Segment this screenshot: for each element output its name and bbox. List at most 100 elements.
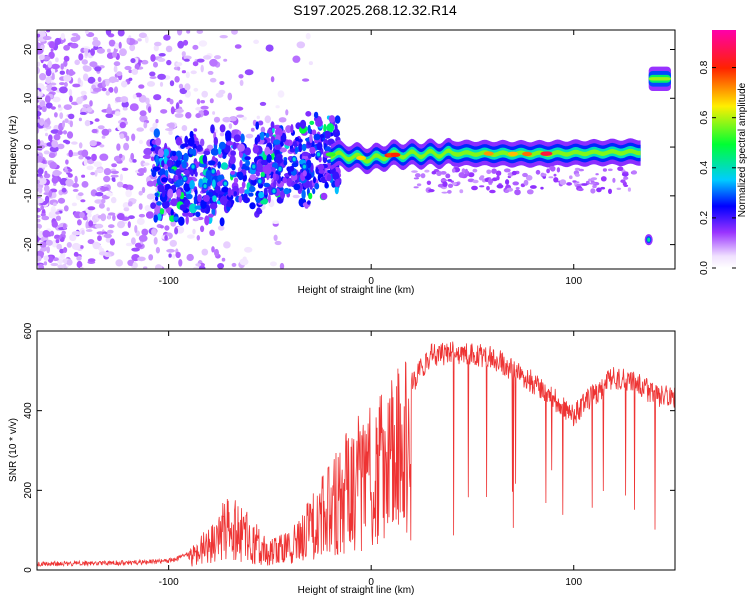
- noise-blob: [200, 138, 205, 147]
- cloud-blob: [226, 200, 232, 208]
- noise-blob: [138, 213, 145, 218]
- noise-blob: [89, 140, 97, 147]
- feature-low-spot: [647, 237, 651, 242]
- noise-blob: [177, 40, 185, 49]
- halo-blob: [577, 187, 584, 192]
- noise-blob: [138, 190, 143, 196]
- noise-blob: [78, 117, 82, 122]
- halo-blob: [491, 168, 497, 174]
- noise-blob: [57, 258, 64, 265]
- noise-blob: [84, 30, 89, 35]
- halo-blob: [440, 179, 448, 182]
- halo-blob: [600, 176, 607, 182]
- noise-blob: [62, 130, 68, 135]
- cloud-blob: [309, 146, 316, 154]
- noise-blob: [136, 218, 145, 225]
- noise-blob: [269, 261, 277, 267]
- cloud-blob: [163, 155, 168, 165]
- noise-blob: [285, 109, 289, 116]
- cloud-blob: [159, 208, 165, 215]
- cloud-blob: [324, 181, 329, 189]
- halo-blob: [631, 170, 637, 175]
- halo-blob: [590, 188, 596, 194]
- noise-blob: [292, 55, 301, 63]
- colorbar-label: Normalized spectral amplitude: [737, 82, 748, 217]
- halo-blob: [496, 175, 500, 181]
- snr-marks: [37, 341, 675, 567]
- cloud-blob: [230, 150, 237, 157]
- hot-spot: [508, 151, 518, 156]
- hot-spot: [356, 155, 367, 161]
- noise-blob: [60, 63, 64, 70]
- noise-blob: [201, 90, 208, 98]
- cloud-blob: [184, 135, 189, 145]
- cloud-blob: [248, 185, 256, 193]
- noise-blob: [94, 199, 103, 204]
- noise-blob: [169, 98, 174, 105]
- noise-blob: [128, 215, 135, 220]
- noise-blob: [37, 207, 41, 213]
- noise-blob: [108, 224, 115, 229]
- cloud-blob: [151, 169, 157, 177]
- noise-blob: [87, 239, 95, 245]
- noise-blob: [78, 53, 84, 61]
- cloud-blob: [208, 160, 216, 166]
- cloud-blob: [194, 189, 198, 196]
- cloud-blob: [207, 178, 212, 187]
- noise-blob: [165, 128, 174, 131]
- cloud-blob: [256, 207, 262, 215]
- noise-blob: [159, 225, 164, 229]
- noise-blob: [151, 229, 157, 237]
- y-tick-label: 0: [23, 567, 34, 573]
- halo-blob: [489, 189, 496, 194]
- noise-blob: [183, 55, 192, 60]
- noise-blob: [115, 259, 123, 267]
- noise-blob: [101, 135, 106, 139]
- noise-blob: [111, 163, 117, 168]
- noise-blob: [37, 110, 42, 117]
- noise-blob: [101, 198, 106, 204]
- noise-blob: [149, 71, 156, 77]
- clump-inner: [183, 176, 187, 181]
- cloud-blob: [326, 123, 335, 133]
- halo-blob: [495, 170, 502, 176]
- noise-blob: [127, 221, 131, 229]
- noise-blob: [55, 239, 60, 244]
- cloud-blob: [219, 124, 226, 133]
- cloud-blob: [218, 141, 226, 150]
- clump-inner: [302, 164, 306, 169]
- noise-blob: [57, 104, 62, 108]
- noise-blob: [44, 170, 48, 176]
- noise-blob: [130, 152, 135, 161]
- noise-blob: [211, 246, 215, 253]
- noise-blob: [164, 225, 170, 231]
- cb-tick-label: 0.8: [699, 60, 710, 74]
- cloud-blob: [266, 154, 272, 163]
- cloud-blob: [230, 170, 236, 175]
- noise-blob: [86, 165, 94, 171]
- cloud-blob: [328, 115, 336, 123]
- cloud-blob: [159, 192, 168, 203]
- cloud-blob: [233, 177, 239, 184]
- noise-blob: [116, 143, 121, 151]
- noise-blob: [165, 45, 173, 53]
- cloud-blob: [165, 169, 169, 177]
- noise-blob: [142, 154, 152, 159]
- cloud-blob: [227, 187, 232, 198]
- noise-blob: [185, 71, 190, 79]
- noise-blob: [195, 263, 202, 267]
- noise-blob: [69, 69, 74, 74]
- noise-blob: [90, 48, 95, 56]
- noise-blob: [51, 140, 59, 148]
- cloud-blob: [259, 131, 265, 141]
- noise-blob: [46, 246, 50, 254]
- cloud-blob: [309, 120, 315, 125]
- halo-blob: [437, 183, 444, 188]
- noise-blob: [219, 35, 228, 39]
- cloud-blob: [195, 211, 201, 218]
- noise-blob: [242, 116, 247, 121]
- halo-blob: [514, 189, 521, 196]
- halo-blob: [420, 173, 426, 179]
- cloud-blob: [313, 111, 319, 119]
- noise-blob: [245, 133, 254, 139]
